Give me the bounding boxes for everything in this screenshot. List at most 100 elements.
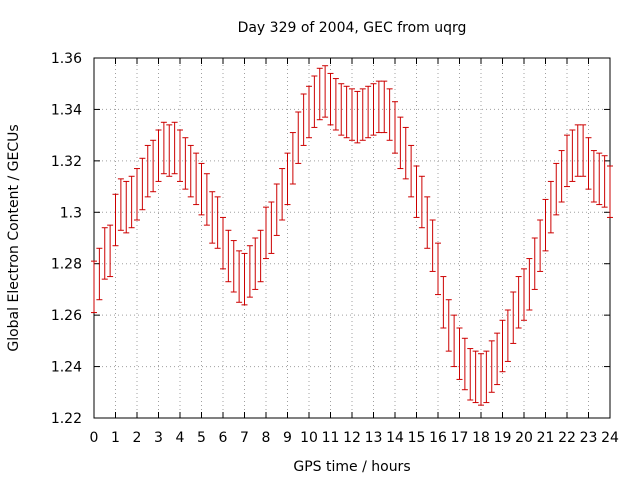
x-tick-label: 2 (133, 430, 142, 446)
error-bar-point (160, 121, 167, 175)
error-bar-point (300, 93, 307, 146)
x-tick-label: 8 (262, 430, 271, 446)
error-bar-point (521, 268, 527, 321)
error-bar-point (558, 150, 565, 203)
error-bar-point (461, 337, 468, 391)
x-tick-label: 10 (300, 430, 318, 446)
error-bar-point (386, 88, 393, 141)
x-tick-label: 1 (111, 430, 120, 446)
error-bar-point (220, 216, 226, 270)
error-bar-point (494, 332, 501, 386)
error-bar-point (316, 67, 323, 121)
error-bar-point (193, 152, 200, 206)
error-bar-point (128, 175, 135, 229)
error-bar-point (370, 83, 377, 136)
error-bar-point (203, 173, 210, 226)
x-tick-label: 11 (322, 430, 340, 446)
error-bar-point (359, 88, 366, 141)
error-bar-point (306, 85, 312, 139)
error-bar-point (418, 175, 425, 229)
x-tick-label: 16 (429, 430, 447, 446)
error-bar-point (182, 137, 189, 190)
error-bar-point (273, 183, 280, 236)
error-bar-point (322, 65, 329, 118)
error-bar-point (295, 111, 302, 164)
error-bar-point (499, 319, 506, 373)
gec-series (91, 65, 613, 406)
error-bar-point (478, 353, 484, 406)
error-bar-point (332, 78, 339, 131)
error-bar-point (284, 152, 291, 206)
chart-title: Day 329 of 2004, GEC from uqrg (238, 20, 467, 36)
error-bar-point (408, 144, 415, 198)
x-tick-label: 21 (537, 430, 555, 446)
y-tick-label: 1.34 (51, 102, 82, 118)
error-bar-point (187, 144, 194, 198)
error-bar-point (177, 129, 183, 182)
error-bar-point (289, 132, 296, 185)
error-bar-point (209, 191, 216, 244)
error-bar-point (230, 240, 237, 293)
error-bar-point (440, 276, 447, 329)
error-bar-point (214, 196, 221, 249)
x-tick-label: 7 (240, 430, 249, 446)
y-tick-label: 1.22 (51, 411, 82, 427)
error-bar-point (354, 90, 361, 144)
error-bar-point (117, 178, 124, 231)
error-bar-point (134, 168, 140, 221)
error-bar-point (112, 193, 119, 247)
x-tick-labels: 0 1 2 3 4 5 6 7 8 9 10 11 12 13 14 15 16 17 18 19 20 21 22 23 24 (90, 430, 619, 446)
error-bar-point (150, 139, 157, 193)
x-tick-label: 24 (601, 430, 619, 446)
error-bar-point (246, 245, 253, 298)
error-bar-point (101, 227, 108, 280)
error-bar-point (375, 80, 382, 134)
error-bar-point (456, 327, 463, 380)
error-bar-point (139, 157, 146, 211)
x-tick-label: 20 (515, 430, 533, 446)
error-bar-point (574, 124, 581, 177)
error-bar-point (451, 314, 458, 368)
x-tick-label: 18 (472, 430, 490, 446)
error-bar-point (590, 150, 597, 203)
error-bar-point (515, 276, 522, 329)
error-bar-point (252, 237, 259, 290)
error-bar-point (397, 116, 404, 170)
y-tick-label: 1.24 (51, 360, 82, 376)
error-bar-point (365, 85, 372, 139)
error-bar-point (257, 229, 264, 283)
error-bar-point (445, 299, 452, 352)
error-bar-point (569, 129, 576, 182)
error-bar-point (488, 340, 495, 393)
y-tick-label: 1.26 (51, 308, 82, 324)
error-bar-point (91, 260, 97, 314)
error-bar-point (144, 144, 151, 198)
error-bar-point (123, 180, 130, 234)
error-bar-point (483, 350, 490, 404)
error-bar-point (343, 85, 350, 139)
error-bar-point (596, 152, 603, 206)
x-tick-label: 4 (176, 430, 185, 446)
error-bar-point (510, 291, 517, 344)
x-tick-label: 3 (154, 430, 163, 446)
error-bar-point (429, 219, 436, 272)
error-bar-point (338, 83, 345, 136)
error-bar-point (241, 252, 248, 306)
axis-ticks (93, 57, 611, 419)
error-bar-point (607, 165, 613, 218)
error-bar-point (96, 247, 103, 301)
y-tick-label: 1.3 (60, 205, 82, 221)
error-bar-point (413, 165, 420, 218)
error-bar-point (531, 237, 538, 290)
error-bar-point (564, 134, 570, 188)
x-tick-label: 15 (408, 430, 426, 446)
error-bar-point (542, 198, 549, 252)
x-tick-label: 22 (558, 430, 576, 446)
error-bar-point (263, 206, 269, 260)
error-bar-point (504, 309, 511, 362)
y-tick-label: 1.32 (51, 154, 82, 170)
x-tick-label: 19 (494, 430, 512, 446)
x-axis-label: GPS time / hours (293, 459, 410, 475)
error-bar-point (537, 219, 544, 272)
